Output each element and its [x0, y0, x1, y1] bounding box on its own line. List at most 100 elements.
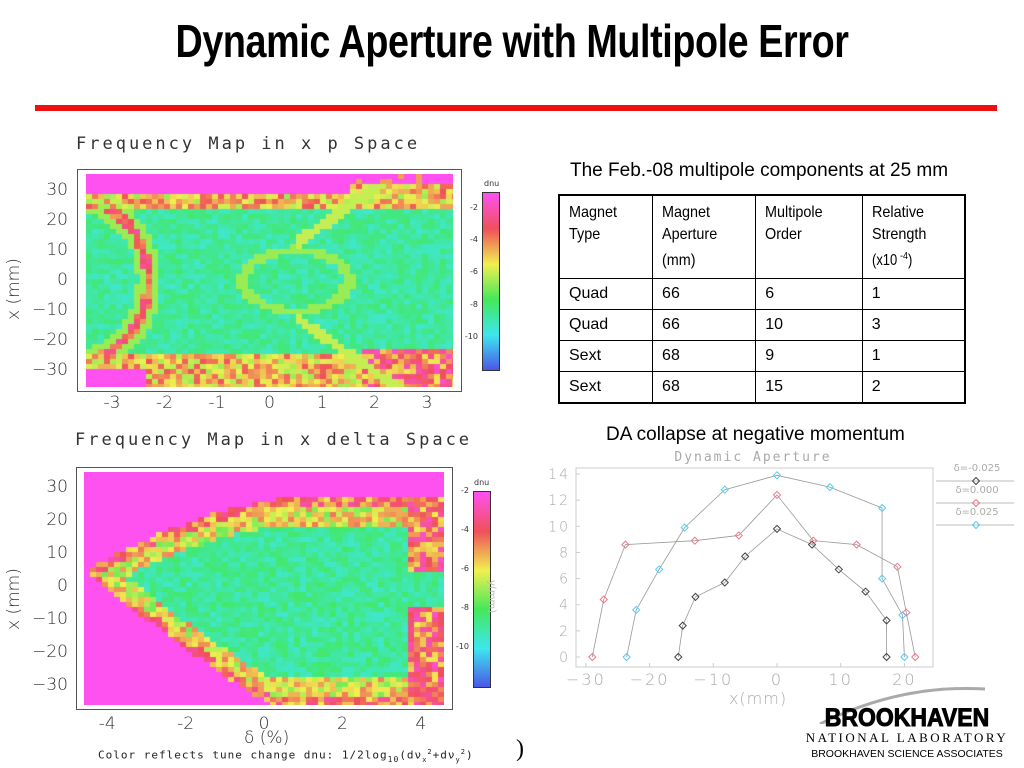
- header-text: Multipole: [765, 204, 823, 221]
- colorbar-tick-label: -4: [470, 235, 478, 245]
- colorbar-tick-label: -2: [470, 203, 478, 213]
- x-tick-label: 20: [892, 670, 916, 689]
- color-note-text3: +dν: [432, 748, 456, 762]
- table-cell: 2: [861, 371, 966, 404]
- color-note-text2: (dν: [399, 748, 423, 762]
- y-tick-label: 12: [548, 493, 570, 509]
- data-point: [898, 610, 907, 620]
- y-tick-label: −10: [32, 300, 68, 320]
- logo-swoosh-icon: [819, 686, 986, 724]
- table-caption: The Feb.-08 multipole components at 25 m…: [570, 160, 949, 181]
- colorbar-tick-label: -4: [461, 525, 469, 534]
- legend-label: δ=0.000: [955, 485, 998, 496]
- x-tick-label: −10: [693, 670, 733, 689]
- header-cell: Magnet Aperture (mm): [652, 194, 757, 280]
- header-text: Type: [569, 226, 601, 243]
- y-tick-label: 0: [57, 270, 68, 290]
- data-point: [680, 523, 689, 532]
- header-text-part: (x10: [871, 252, 898, 270]
- y-tick-label: 20: [46, 510, 68, 530]
- data-point: [720, 485, 729, 494]
- y-tick-label: −30: [32, 360, 68, 380]
- y-tick-label: −20: [32, 330, 68, 350]
- x-tick-label: 0: [264, 393, 275, 413]
- table-row: Quad 66 10 3: [558, 309, 966, 342]
- header-text: Strength: [871, 226, 927, 243]
- heatmap2-colorbar-secondary-label: y(mm): [486, 580, 497, 614]
- legend-label: δ=0.025: [955, 507, 998, 518]
- x-tick-label: -2: [156, 393, 173, 413]
- table-cell: Quad: [558, 309, 654, 342]
- data-point: [834, 565, 843, 574]
- heatmap1-canvas: [86, 174, 453, 387]
- data-point: [772, 471, 782, 480]
- y-tick-label: 8: [559, 545, 570, 561]
- y-tick-label: 20: [46, 210, 68, 230]
- y-tick-label: 10: [46, 543, 68, 563]
- table-cell: Quad: [558, 278, 654, 311]
- colorbar-tick-label: -6: [470, 267, 478, 277]
- slide-number-fragment: ): [516, 736, 524, 762]
- table-cell: 66: [652, 309, 757, 342]
- colorbar-tick-label: -8: [461, 603, 469, 612]
- color-note-sup2: 2: [460, 748, 466, 756]
- heatmap2-title: Frequency Map in x delta Space: [75, 430, 473, 450]
- x-tick-label: 3: [421, 393, 433, 413]
- series-line-1: [591, 494, 916, 658]
- data-point: [825, 482, 835, 492]
- y-tick-label: 4: [559, 598, 570, 614]
- x-tick-label: -4: [98, 714, 116, 734]
- table-cell: 6: [755, 278, 863, 311]
- series-line-0: [677, 528, 887, 658]
- data-point: [678, 621, 687, 630]
- color-note: Color reflects tune change dnu: 1/2log10…: [98, 748, 474, 764]
- data-point: [809, 536, 818, 545]
- data-point: [654, 565, 664, 574]
- colorbar-tick-label: -6: [461, 564, 469, 573]
- dynamic-aperture-chart: Dynamic Aperture 0 2 4 6 8 10 12 14 −30 −20 −10 0 10 2…: [548, 450, 1014, 708]
- x-tick-label: -1: [208, 393, 226, 413]
- legend-marker: [971, 476, 981, 486]
- color-note-sub: 10: [387, 754, 400, 764]
- x-tick-label: 4: [415, 714, 427, 734]
- chart-title: Dynamic Aperture: [674, 450, 831, 465]
- data-point: [734, 531, 743, 540]
- x-tick-label: 0: [258, 714, 270, 734]
- multipole-table: Magnet Type Magnet Aperture (mm) Multipole O…: [558, 194, 966, 405]
- data-point: [690, 536, 700, 545]
- heatmap2-xlabel: δ (%): [244, 728, 290, 748]
- legend-marker: [971, 498, 981, 508]
- table-cell: 1: [861, 340, 966, 373]
- series-line-2: [626, 474, 905, 658]
- data-point: [902, 608, 911, 617]
- header-text: Aperture: [662, 226, 718, 243]
- heatmap2-colorbar-label: dnu: [474, 478, 490, 487]
- color-note-y: y: [455, 755, 461, 764]
- data-point: [911, 652, 920, 662]
- header-text: Magnet: [662, 204, 711, 221]
- x-tick-label: −20: [630, 670, 670, 689]
- y-tick-label: 14: [548, 467, 570, 483]
- color-note-text4: ): [465, 748, 474, 762]
- y-tick-label: −20: [32, 642, 68, 662]
- header-text-part: ): [907, 252, 913, 270]
- table-cell: Sext: [558, 340, 654, 373]
- header-text: (x10 -4): [872, 246, 913, 272]
- heatmap1-frame: [77, 169, 462, 392]
- header-text: Order: [765, 226, 803, 243]
- heatmap2-frame: [76, 467, 453, 710]
- colorbar-tick-label: -10: [455, 642, 469, 651]
- x-tick-label: -3: [103, 393, 121, 413]
- table-cell: 9: [755, 340, 863, 373]
- data-point: [674, 652, 683, 662]
- table-cell: 66: [652, 278, 757, 311]
- table-cell: 15: [755, 371, 863, 404]
- header-cell: Magnet Type: [558, 194, 654, 280]
- legend-label: δ=-0.025: [954, 463, 1001, 474]
- y-tick-label: 0: [57, 576, 68, 596]
- x-tick-label: 1: [316, 393, 328, 413]
- y-tick-label: 0: [559, 650, 570, 666]
- x-tick-label: -2: [177, 714, 195, 734]
- da-caption: DA collapse at negative momentum: [606, 424, 905, 445]
- header-text: (mm): [662, 252, 696, 269]
